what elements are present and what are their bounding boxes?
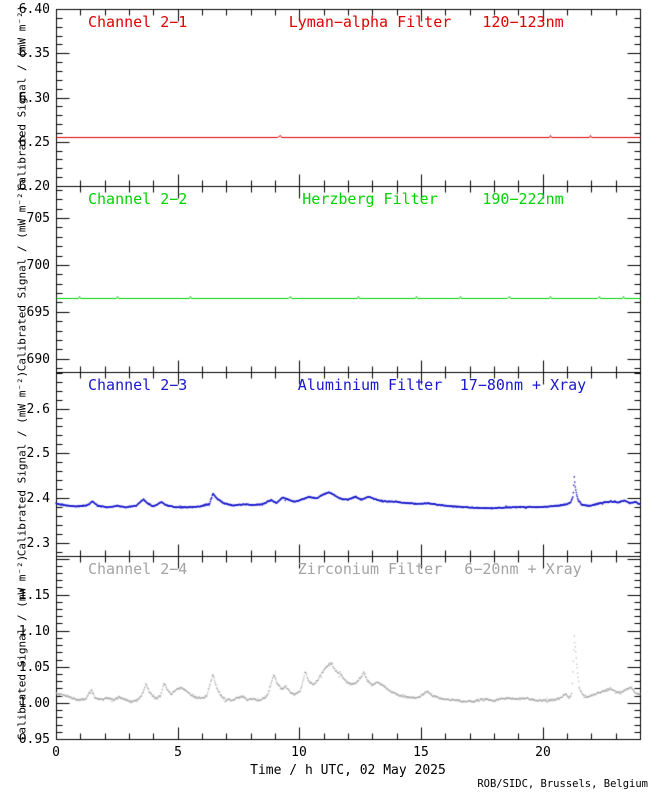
- credit-text: ROB/SIDC, Brussels, Belgium: [477, 778, 648, 790]
- filter-label-3: Aluminium Filter: [297, 376, 443, 394]
- y-tick-label: 2.3: [26, 536, 50, 551]
- y-tick-label: 6.25: [18, 135, 50, 150]
- band-label-2: 190−222nm: [482, 190, 564, 208]
- filter-label-4: Zirconium Filter: [297, 560, 443, 578]
- x-tick-label: 5: [174, 745, 182, 760]
- channel-label-1: Channel 2−1: [88, 13, 188, 31]
- y-axis-title-2: Calibrated Signal / (mW m⁻²): [15, 185, 29, 372]
- x-tick-label: 0: [52, 745, 60, 760]
- channel-label-3: Channel 2−3: [88, 376, 188, 394]
- x-tick-label: 20: [535, 745, 551, 760]
- band-label-1: 120−123nm: [482, 13, 564, 31]
- y-tick-label: 1.15: [18, 588, 50, 603]
- y-tick-label: 700: [26, 258, 50, 273]
- filter-label-2: Herzberg Filter: [302, 190, 438, 208]
- y-tick-label: 2.4: [26, 491, 50, 506]
- y-tick-label: 6.20: [18, 179, 50, 194]
- band-label-4: 6−20nm + Xray: [464, 560, 582, 578]
- y-tick-label: 695: [26, 305, 50, 320]
- band-label-3: 17−80nm + Xray: [459, 376, 587, 394]
- y-tick-label: 6.40: [18, 2, 50, 17]
- y-tick-label: 0.95: [18, 732, 50, 747]
- y-axis-title-4: Calibrated Signal / (mW m⁻²): [15, 554, 29, 740]
- y-tick-label: 6.30: [18, 91, 50, 106]
- filter-label-1: Lyman−alpha Filter: [288, 13, 452, 31]
- y-tick-label: 690: [26, 352, 50, 367]
- x-axis-title: Time / h UTC, 02 May 2025: [250, 763, 446, 778]
- channel-label-4: Channel 2−4: [88, 560, 188, 578]
- y-tick-label: 2.5: [26, 446, 50, 461]
- y-axis-title-3: Calibrated Signal / (mW m⁻²): [15, 370, 29, 557]
- y-tick-label: 705: [26, 211, 50, 226]
- x-tick-label: 10: [291, 745, 307, 760]
- y-tick-label: 1.05: [18, 660, 50, 675]
- y-tick-label: 1.00: [18, 696, 50, 711]
- y-tick-label: 1.10: [18, 624, 50, 639]
- y-tick-label: 6.35: [18, 46, 50, 61]
- y-tick-label: 2.6: [26, 402, 50, 417]
- channel-label-2: Channel 2−2: [88, 190, 188, 208]
- x-tick-label: 15: [413, 745, 429, 760]
